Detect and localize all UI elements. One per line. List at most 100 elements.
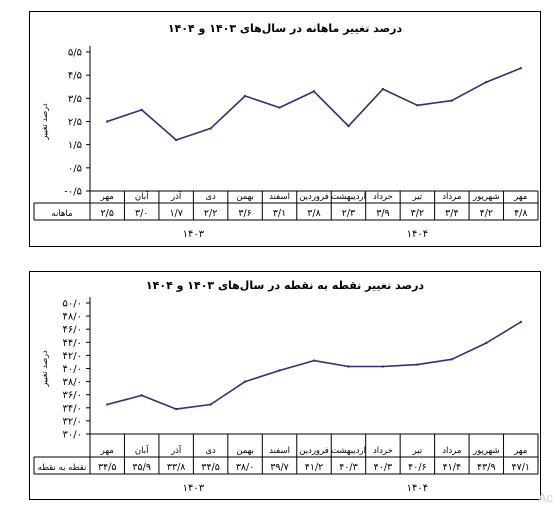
data-point xyxy=(174,407,178,411)
data-point xyxy=(209,403,212,406)
year-group-label: ۱۴۰۴ xyxy=(407,229,428,240)
data-value-label: ۳/۶ xyxy=(238,208,251,219)
data-point xyxy=(312,90,316,93)
data-value-label: ۴/۲ xyxy=(480,208,493,219)
data-value-label: ۳/۲ xyxy=(411,208,424,219)
data-point xyxy=(312,359,316,362)
watermark-text: Ac xyxy=(537,490,553,505)
data-point xyxy=(278,369,281,372)
data-value-label: ۳۵/۹ xyxy=(132,462,151,473)
data-point xyxy=(485,80,488,84)
x-category-label: شهریور xyxy=(472,192,500,202)
x-category-label: آذر xyxy=(170,190,182,202)
x-category-label: خرداد xyxy=(373,192,393,202)
x-category-label: مرداد xyxy=(442,192,461,202)
data-point xyxy=(140,394,143,397)
data-value-label: ۴۰/۳ xyxy=(374,462,393,473)
x-category-label: بهمن xyxy=(236,192,254,202)
y-axis-label: درصد تغییر xyxy=(40,350,49,388)
data-value-label: ۴۱/۲ xyxy=(305,462,324,473)
data-value-label: ۴۷/۱ xyxy=(512,462,531,473)
data-value-label: ۳۴/۵ xyxy=(98,462,117,473)
x-category-label: مهر xyxy=(513,446,527,456)
y-tick-label: ۳۰/۰ xyxy=(63,430,82,441)
data-point xyxy=(450,358,454,361)
table-row-label: ماهانه xyxy=(51,209,72,219)
x-category-label: خرداد xyxy=(373,446,393,456)
x-category-label: آبان xyxy=(135,444,149,456)
x-category-label: تیر xyxy=(412,446,423,456)
y-tick-label: ۴۸/۰ xyxy=(63,312,82,323)
data-point xyxy=(174,138,178,142)
data-value-label: ۴۰/۶ xyxy=(408,462,427,473)
data-point xyxy=(347,124,350,128)
year-group-label: ۱۴۰۴ xyxy=(407,483,428,494)
x-category-label: اسفند xyxy=(269,192,290,202)
y-tick-label: ۵/۵ xyxy=(68,48,82,59)
y-tick-label: ۴۰/۰ xyxy=(63,364,82,375)
data-point xyxy=(278,106,281,109)
data-value-label: ۴۱/۴ xyxy=(443,462,462,473)
data-point xyxy=(416,363,419,366)
y-axis-label: درصد تغییر xyxy=(40,103,49,141)
data-value-label: ۲/۳ xyxy=(342,208,355,219)
data-value-label: ۳/۱ xyxy=(273,208,286,219)
data-point xyxy=(416,104,419,107)
data-value-label: ۳/۰ xyxy=(135,208,148,219)
y-tick-label: ۴۶/۰ xyxy=(63,325,82,336)
data-value-label: ۳/۸ xyxy=(307,208,320,219)
data-point xyxy=(243,380,247,383)
x-category-label: آبان xyxy=(135,190,149,202)
data-value-label: ۲/۵ xyxy=(101,208,114,219)
y-tick-label: -۰/۵ xyxy=(64,187,82,198)
chart-title: درصد تغییر نقطه به نقطه در سال‌های ۱۴۰۳ … xyxy=(146,279,424,292)
data-value-label: ۴۳/۹ xyxy=(477,462,496,473)
y-tick-label: ۴۴/۰ xyxy=(63,338,82,349)
x-category-label: مهر xyxy=(100,192,114,202)
x-category-label: بهمن xyxy=(236,446,254,456)
series-line xyxy=(106,67,522,141)
data-value-label: ۳۸/۰ xyxy=(236,462,255,473)
x-category-label: اسفند xyxy=(269,446,290,456)
data-point xyxy=(106,120,109,123)
x-category-label: اردیبهشت xyxy=(331,192,366,202)
y-tick-label: ۵۰/۰ xyxy=(63,299,82,310)
data-value-label: ۳/۹ xyxy=(376,208,389,219)
data-value-label: ۳/۴ xyxy=(445,208,458,219)
y-tick-label: ۱/۵ xyxy=(68,140,82,151)
year-group-label: ۱۴۰۳ xyxy=(183,229,205,240)
data-point xyxy=(243,94,247,98)
data-point xyxy=(381,365,385,368)
y-tick-label: ۲/۵ xyxy=(68,117,82,128)
y-tick-label: ۰/۵ xyxy=(68,163,82,174)
data-value-label: ۳۹/۷ xyxy=(270,462,289,473)
x-category-label: آذر xyxy=(170,444,182,456)
y-tick-label: ۳/۵ xyxy=(68,94,82,105)
y-tick-label: ۳۲/۰ xyxy=(63,416,82,427)
x-category-label: اردیبهشت xyxy=(331,446,366,456)
y-tick-label: ۴۲/۰ xyxy=(63,351,82,362)
data-point xyxy=(209,127,212,130)
x-category-label: مهر xyxy=(513,192,527,202)
y-tick-label: ۳۴/۰ xyxy=(63,403,82,414)
monthly-change-chart-svg: درصد تغییر ماهانه در سال‌های ۱۴۰۳ و ۱۴۰۴… xyxy=(33,22,539,240)
x-category-label: مرداد xyxy=(442,446,461,456)
year-group-label: ۱۴۰۳ xyxy=(183,483,205,494)
series-line xyxy=(106,321,522,410)
y-tick-label: ۳۸/۰ xyxy=(63,377,82,388)
y-tick-label: ۳۶/۰ xyxy=(63,390,82,401)
table-row-label: نقطه به نقطه xyxy=(38,463,87,473)
point-to-point-change-chart-svg: درصد تغییر نقطه به نقطه در سال‌های ۱۴۰۳ … xyxy=(33,279,539,494)
data-value-label: ۱/۷ xyxy=(169,208,182,219)
data-point xyxy=(347,365,350,368)
point-to-point-change-chart: درصد تغییر نقطه به نقطه در سال‌های ۱۴۰۳ … xyxy=(29,271,541,500)
x-category-label: تیر xyxy=(412,192,423,202)
data-point xyxy=(519,320,522,324)
data-value-label: ۳۳/۸ xyxy=(167,462,186,473)
data-value-label: ۳۴/۵ xyxy=(201,462,220,473)
data-point xyxy=(381,87,385,91)
x-category-label: دی xyxy=(205,446,216,456)
data-point xyxy=(519,67,522,70)
data-point xyxy=(485,341,488,345)
chart-title: درصد تغییر ماهانه در سال‌های ۱۴۰۳ و ۱۴۰۴ xyxy=(168,22,403,35)
